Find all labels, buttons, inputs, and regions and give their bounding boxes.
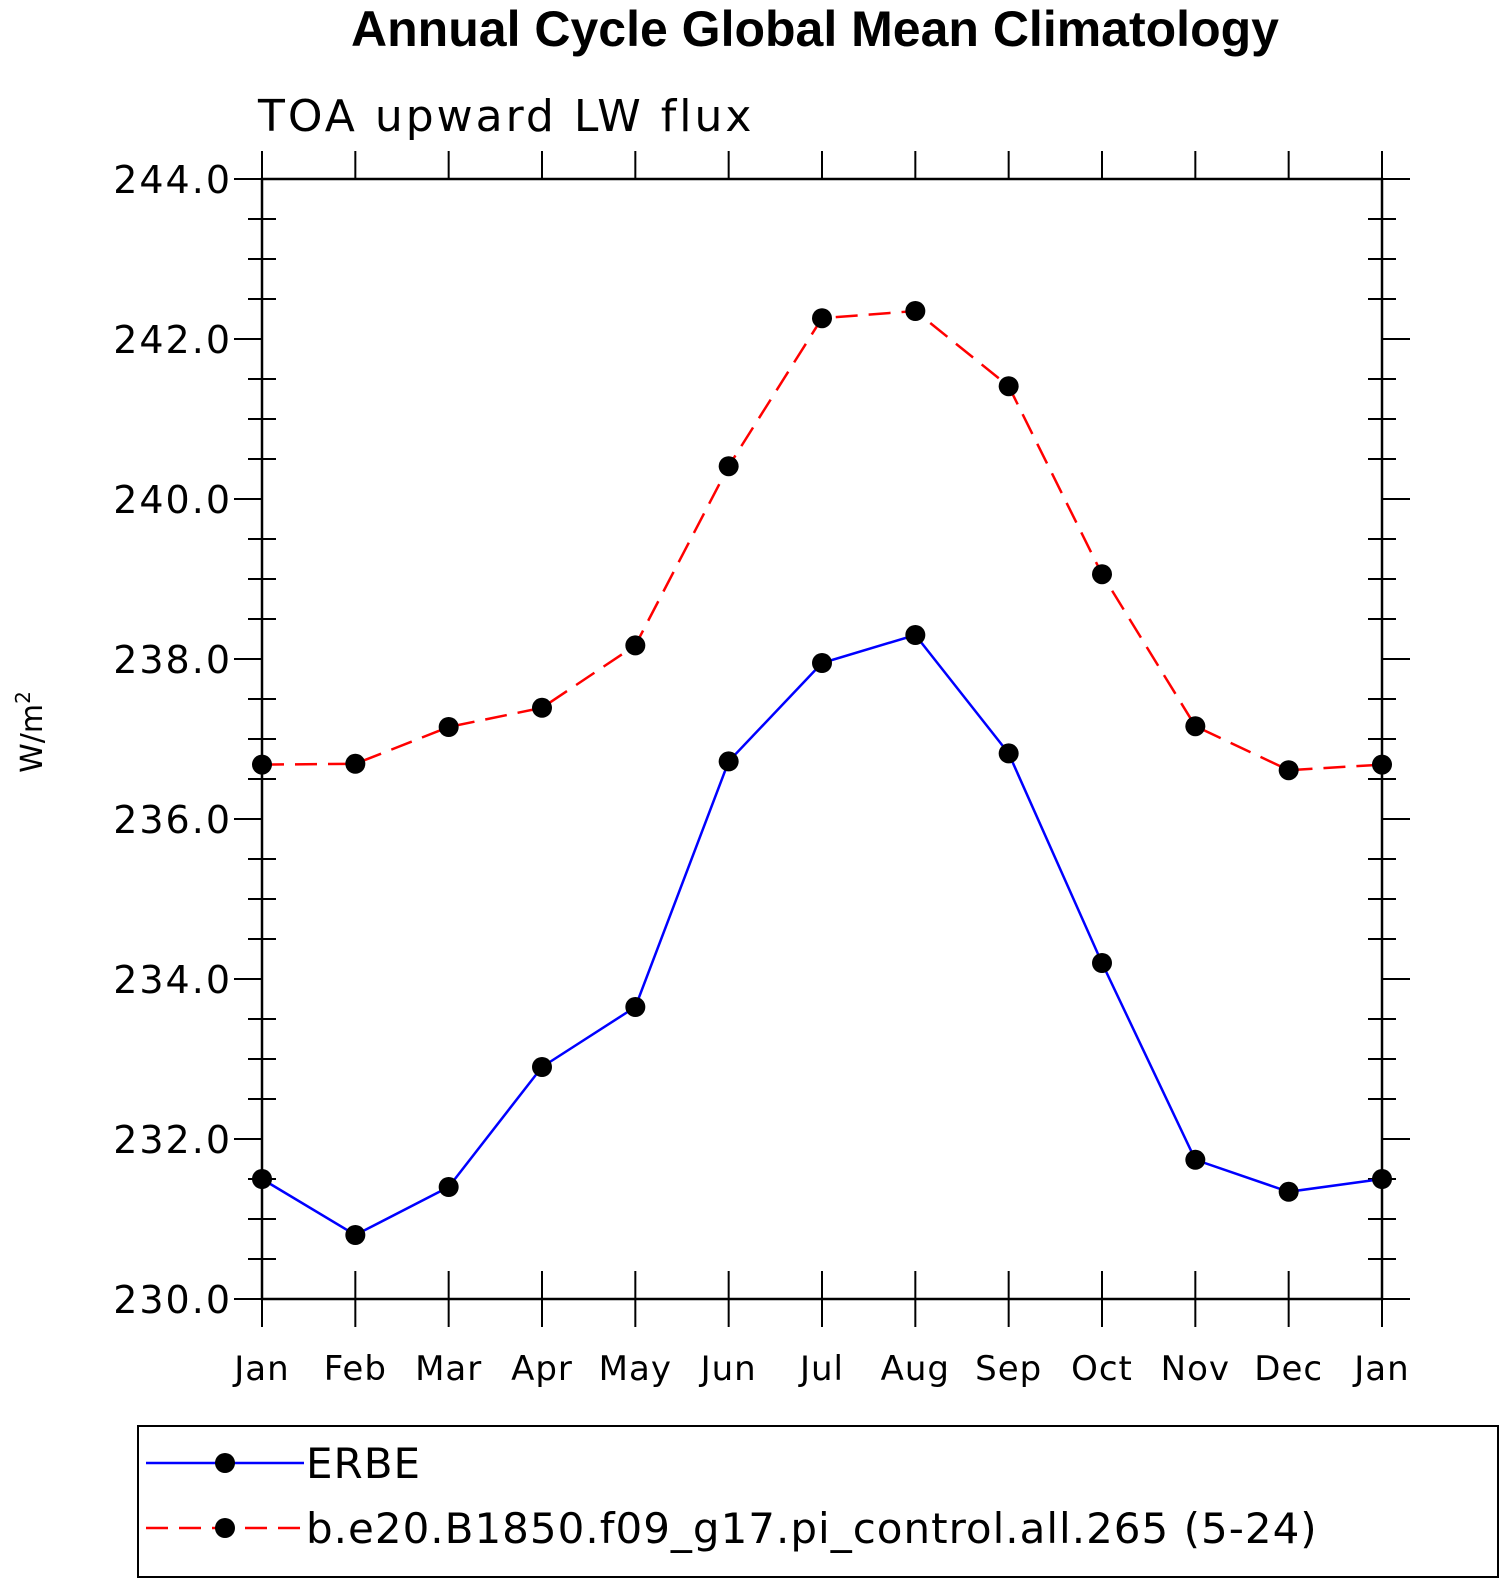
- series-layer: [252, 301, 1392, 1245]
- y-tick-label: 234.0: [113, 958, 232, 1002]
- data-point: [718, 751, 739, 772]
- legend-label-2: b.e20.B1850.f09_g17.pi_control.all.265 (…: [306, 1504, 1318, 1553]
- y-tick-label: 236.0: [113, 798, 232, 842]
- legend-box: [137, 1425, 1499, 1578]
- data-point: [438, 717, 459, 737]
- series-line-2: [261, 309, 1383, 772]
- data-point: [998, 376, 1019, 397]
- data-point: [812, 308, 832, 329]
- data-point: [345, 1225, 366, 1245]
- legend-marker: [215, 1453, 235, 1473]
- y-tick-label: 244.0: [113, 158, 232, 202]
- x-tick-label: Jan: [1352, 1349, 1409, 1389]
- y-tick-label: 240.0: [113, 478, 232, 522]
- data-point: [1278, 1181, 1299, 1202]
- axes: 230.0 232.0 234.0 236.0 238.0 240.0 242.0 244.0…: [113, 151, 1410, 1389]
- data-point: [1372, 1169, 1392, 1189]
- y-tick-label: 232.0: [113, 1118, 232, 1162]
- x-tick-label: Sep: [975, 1349, 1042, 1389]
- x-tick-label: Oct: [1071, 1349, 1133, 1389]
- chart-title: Annual Cycle Global Mean Climatology: [351, 1, 1279, 57]
- x-tick-label: Jun: [699, 1349, 757, 1389]
- plot-frame: [260, 177, 1384, 1301]
- x-tick-label: Nov: [1161, 1349, 1230, 1389]
- data-point: [1185, 716, 1206, 737]
- data-point: [718, 456, 739, 477]
- data-point: [905, 301, 926, 321]
- legend-label-1: ERBE: [306, 1439, 421, 1488]
- data-point: [345, 753, 366, 774]
- data-point: [1278, 760, 1299, 781]
- series-line-1: [261, 633, 1383, 1237]
- data-point: [1092, 953, 1112, 973]
- x-tick-label: Aug: [881, 1349, 950, 1389]
- data-point: [252, 1169, 272, 1189]
- y-tick-label: 238.0: [113, 638, 232, 682]
- data-point: [905, 625, 926, 645]
- legend-marker: [215, 1518, 235, 1538]
- data-point: [532, 697, 552, 718]
- y-tick-label: 242.0: [113, 318, 232, 362]
- x-tick-label: May: [599, 1349, 672, 1389]
- data-point: [998, 743, 1019, 764]
- data-point: [438, 1177, 459, 1197]
- data-point: [812, 653, 832, 673]
- x-tick-label: Mar: [415, 1349, 482, 1389]
- data-point: [625, 635, 646, 656]
- chart-subtitle: TOA upward LW flux: [257, 91, 754, 142]
- data-point: [1372, 754, 1392, 775]
- legend: ERBE b.e20.B1850.f09_g17.pi_control.all.2…: [137, 1425, 1499, 1578]
- x-tick-label: Feb: [324, 1349, 387, 1389]
- x-tick-label: Dec: [1254, 1349, 1323, 1389]
- x-tick-label: Jan: [232, 1349, 289, 1389]
- x-tick-label: Apr: [511, 1349, 573, 1389]
- data-point: [252, 754, 272, 775]
- data-point: [1092, 564, 1112, 585]
- y-axis-label: W/m2: [11, 691, 50, 773]
- data-point: [1185, 1149, 1206, 1170]
- data-point: [625, 997, 646, 1017]
- x-tick-label: Jul: [798, 1349, 844, 1389]
- y-tick-label: 230.0: [113, 1278, 232, 1322]
- data-point: [532, 1057, 552, 1077]
